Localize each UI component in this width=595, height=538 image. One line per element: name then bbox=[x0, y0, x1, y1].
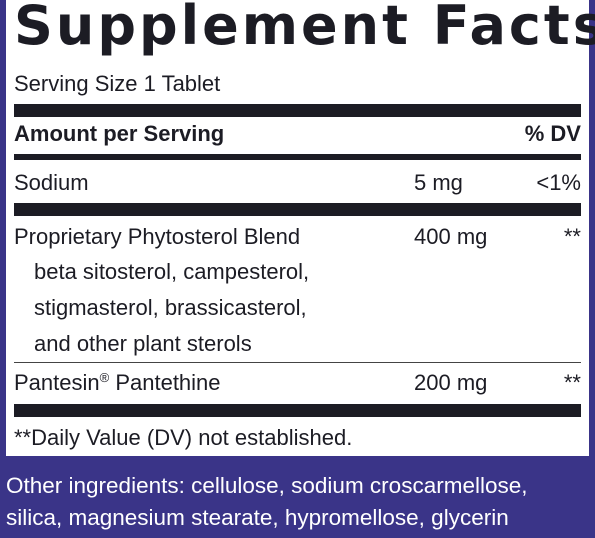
footnote: **Daily Value (DV) not established. bbox=[14, 425, 353, 450]
dv-header: % DV bbox=[524, 121, 581, 146]
thin-divider bbox=[14, 362, 581, 363]
nutrient-dv: ** bbox=[563, 370, 581, 395]
nutrient-name: Proprietary Phytosterol Blend bbox=[14, 224, 301, 249]
other-ingredients: Other ingredients: cellulose, sodium cro… bbox=[6, 470, 589, 534]
registered-mark: ® bbox=[99, 370, 110, 385]
nutrient-name: Pantesin® Pantethine bbox=[14, 370, 221, 396]
thick-divider bbox=[14, 104, 581, 117]
thick-divider bbox=[14, 203, 581, 216]
serving-size: Serving Size 1 Tablet bbox=[14, 71, 221, 96]
medium-divider bbox=[14, 154, 581, 160]
other-ingredients-line: silica, magnesium stearate, hypromellose… bbox=[6, 505, 509, 530]
panel-title: Supplement Facts bbox=[14, 0, 595, 57]
nutrient-dv: <1% bbox=[536, 170, 581, 195]
nutrient-name-part: Pantesin bbox=[14, 370, 100, 395]
blend-ingredient-line: beta sitosterol, campesterol, bbox=[34, 259, 310, 284]
supplement-facts-panel: Supplement Facts Serving Size 1 Tablet A… bbox=[6, 0, 595, 456]
nutrient-amount: 400 mg bbox=[414, 224, 488, 249]
nutrient-dv: ** bbox=[563, 224, 581, 249]
nutrient-name: Sodium bbox=[14, 170, 89, 195]
blend-ingredient-line: and other plant sterols bbox=[34, 331, 252, 356]
nutrient-name-part: Pantethine bbox=[109, 370, 221, 395]
nutrient-amount: 5 mg bbox=[414, 170, 463, 195]
other-ingredients-line: Other ingredients: cellulose, sodium cro… bbox=[6, 473, 528, 498]
nutrient-amount: 200 mg bbox=[414, 370, 488, 395]
amount-per-serving-header: Amount per Serving bbox=[14, 121, 225, 146]
blend-ingredient-line: stigmasterol, brassicasterol, bbox=[34, 295, 307, 320]
thick-divider bbox=[14, 404, 581, 417]
